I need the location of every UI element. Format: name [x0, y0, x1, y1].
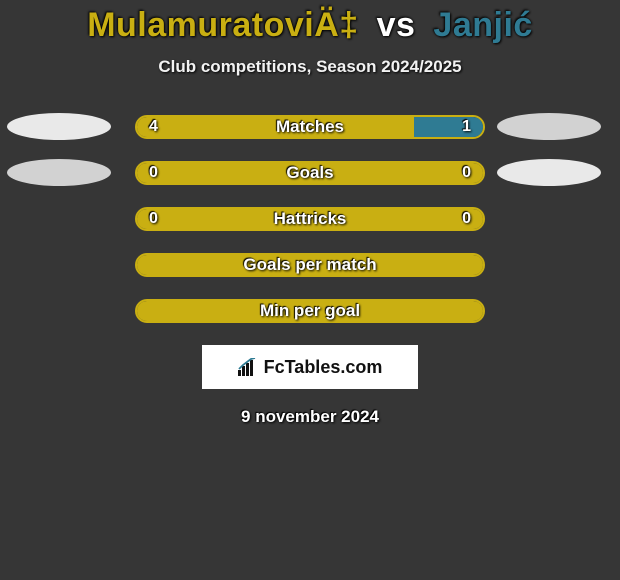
footer-brand-box: FcTables.com [202, 345, 418, 389]
side-oval [7, 113, 111, 140]
right-value: 1 [462, 115, 471, 139]
stat-row: 41Matches [135, 115, 485, 139]
side-oval [497, 159, 601, 186]
bar-outline [135, 207, 485, 231]
generation-date: 9 november 2024 [0, 407, 620, 427]
bar-left-fill [137, 255, 483, 275]
bar-outline [135, 299, 485, 323]
bar-outline [135, 115, 485, 139]
player2-name: Janjić [433, 6, 532, 44]
side-oval [7, 159, 111, 186]
bar-chart-icon [238, 358, 260, 376]
bar-right-fill [414, 117, 483, 137]
brand-text: FcTables.com [264, 357, 383, 378]
comparison-chart: 41Matches00Goals00HattricksGoals per mat… [0, 115, 620, 323]
brand-logo: FcTables.com [238, 357, 383, 378]
left-value: 0 [149, 161, 158, 185]
bar-left-fill [137, 301, 483, 321]
right-value: 0 [462, 161, 471, 185]
vs-text: vs [377, 6, 416, 44]
left-value: 4 [149, 115, 158, 139]
stat-row: 00Goals [135, 161, 485, 185]
stat-row: Goals per match [135, 253, 485, 277]
side-oval [497, 113, 601, 140]
bar-outline [135, 253, 485, 277]
stat-row: Min per goal [135, 299, 485, 323]
bar-outline [135, 161, 485, 185]
comparison-title: MulamuratoviÄ‡ vs Janjić [0, 0, 620, 45]
bar-left-fill [137, 163, 483, 183]
player1-name: MulamuratoviÄ‡ [87, 6, 359, 44]
bar-left-fill [137, 209, 483, 229]
right-value: 0 [462, 207, 471, 231]
stat-row: 00Hattricks [135, 207, 485, 231]
left-value: 0 [149, 207, 158, 231]
subtitle: Club competitions, Season 2024/2025 [0, 57, 620, 77]
bar-left-fill [137, 117, 414, 137]
